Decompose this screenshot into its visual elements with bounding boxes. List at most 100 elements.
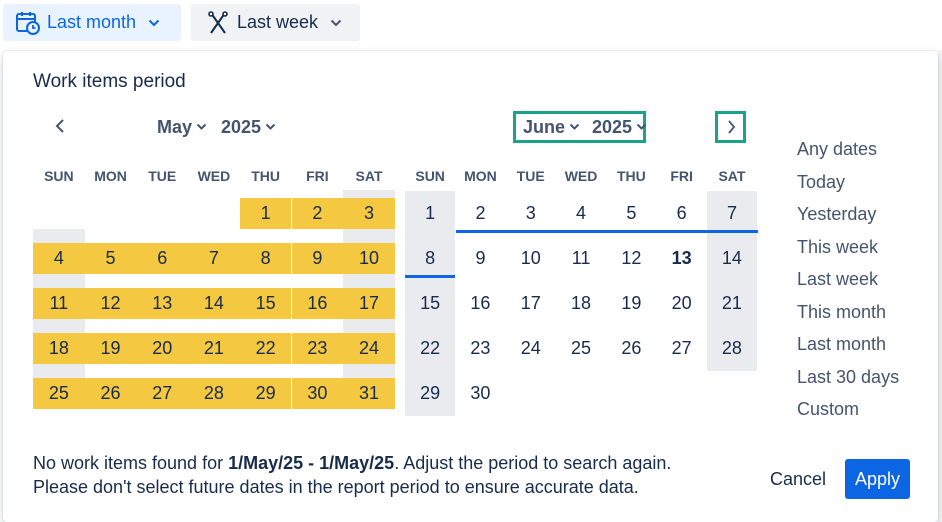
june-day-1[interactable]: 1 xyxy=(405,191,456,236)
may-day-26[interactable]: 26 xyxy=(84,378,137,409)
june-day-13[interactable]: 13 xyxy=(671,248,692,268)
may-month-dropdown[interactable]: May xyxy=(157,117,207,138)
june-day-8[interactable]: 8 xyxy=(405,236,456,281)
quick-range-this-month[interactable]: This month xyxy=(797,301,887,322)
june-day-3[interactable]: 3 xyxy=(525,203,536,223)
quick-range-last-week[interactable]: Last week xyxy=(797,269,879,289)
june-day-11[interactable]: 11 xyxy=(571,248,591,268)
quick-range-today[interactable]: Today xyxy=(797,171,846,192)
may-day-31[interactable]: 31 xyxy=(343,378,395,409)
may-day-27[interactable]: 27 xyxy=(136,378,189,409)
may-day-17[interactable]: 17 xyxy=(343,288,395,319)
may-day-18[interactable]: 18 xyxy=(33,333,85,364)
chevron-left-icon xyxy=(55,119,64,133)
may-day-12[interactable]: 12 xyxy=(84,288,137,319)
june-month-dropdown[interactable]: June xyxy=(523,117,580,138)
june-day-28[interactable]: 28 xyxy=(706,326,758,371)
may-day-5[interactable]: 5 xyxy=(84,243,137,274)
june-day-23[interactable]: 23 xyxy=(470,338,491,358)
may-day-9[interactable]: 9 xyxy=(291,243,344,274)
may-day-24[interactable]: 24 xyxy=(343,333,395,364)
june-day-10[interactable]: 10 xyxy=(520,248,541,268)
june-day-2[interactable]: 2 xyxy=(475,203,486,223)
may-day-3[interactable]: 3 xyxy=(343,198,395,229)
may-day-10[interactable]: 10 xyxy=(343,243,395,274)
may-day-19[interactable]: 19 xyxy=(84,333,137,364)
june-year-dropdown[interactable]: 2025 xyxy=(592,117,647,138)
june-day-4[interactable]: 4 xyxy=(576,203,587,223)
quick-range-yesterday[interactable]: Yesterday xyxy=(797,204,877,224)
last-week-filter-button[interactable]: Last week xyxy=(191,4,360,41)
may-day-30[interactable]: 30 xyxy=(291,378,344,409)
next-month-button[interactable] xyxy=(715,111,746,143)
june-day-6[interactable]: 6 xyxy=(676,203,687,223)
june-day-20[interactable]: 20 xyxy=(671,293,692,313)
weekday-header-fri: FRI xyxy=(306,168,329,184)
weekday-header-sat: SAT xyxy=(355,168,383,184)
may-day-28[interactable]: 28 xyxy=(188,378,240,409)
june-day-18[interactable]: 18 xyxy=(571,293,592,313)
calendar-clock-icon xyxy=(15,10,41,36)
may-day-29[interactable]: 29 xyxy=(239,378,292,409)
weekday-header-tue: TUE xyxy=(148,168,177,184)
may-day-11[interactable]: 11 xyxy=(33,288,85,319)
apply-button[interactable]: Apply xyxy=(845,459,910,499)
may-day-21[interactable]: 21 xyxy=(188,333,240,364)
june-day-30[interactable]: 30 xyxy=(470,383,491,403)
may-year-dropdown[interactable]: 2025 xyxy=(221,117,276,138)
may-day-4[interactable]: 4 xyxy=(33,243,85,274)
may-day-22[interactable]: 22 xyxy=(239,333,292,364)
quick-range-this-week[interactable]: This week xyxy=(797,236,879,257)
weekday-header-sun: SUN xyxy=(44,168,74,184)
weekend-column-fill xyxy=(33,229,85,243)
june-day-15[interactable]: 15 xyxy=(405,281,456,326)
left-month-year: 2025 xyxy=(221,116,262,137)
june-day-12[interactable]: 12 xyxy=(621,248,642,268)
may-day-1[interactable]: 1 xyxy=(239,198,292,229)
june-day-26[interactable]: 26 xyxy=(621,338,642,358)
weekend-column-fill xyxy=(33,319,85,333)
may-day-6[interactable]: 6 xyxy=(136,243,189,274)
message-prefix: No work items found for xyxy=(33,453,229,473)
june-day-19[interactable]: 19 xyxy=(621,293,642,313)
june-day-21[interactable]: 21 xyxy=(706,281,758,326)
cancel-button[interactable]: Cancel xyxy=(760,460,836,498)
quick-range-custom[interactable]: Custom xyxy=(797,399,860,419)
june-day-29[interactable]: 29 xyxy=(405,371,456,416)
weekend-column-fill xyxy=(343,274,395,288)
june-day-25[interactable]: 25 xyxy=(571,338,592,358)
weekday-header-mon: MON xyxy=(464,168,497,184)
last-week-filter-label: Last week xyxy=(237,12,319,32)
june-day-14[interactable]: 14 xyxy=(706,236,758,281)
june-day-7[interactable]: 7 xyxy=(706,191,758,236)
june-day-24[interactable]: 24 xyxy=(520,338,541,358)
may-day-15[interactable]: 15 xyxy=(239,288,292,319)
quick-range-last-month[interactable]: Last month xyxy=(797,334,887,354)
chevron-down-icon xyxy=(636,123,647,130)
june-day-17[interactable]: 17 xyxy=(520,293,541,313)
may-day-20[interactable]: 20 xyxy=(136,333,189,364)
weekend-column-fill xyxy=(343,229,395,243)
june-day-5[interactable]: 5 xyxy=(626,203,637,223)
chevron-down-icon xyxy=(569,123,580,130)
may-day-7[interactable]: 7 xyxy=(188,243,240,274)
chevron-down-icon xyxy=(196,123,207,130)
june-day-27[interactable]: 27 xyxy=(671,338,692,358)
quick-range-last-30-days[interactable]: Last 30 days xyxy=(797,366,900,387)
may-day-16[interactable]: 16 xyxy=(291,288,344,319)
chevron-down-icon xyxy=(148,19,160,27)
may-day-14[interactable]: 14 xyxy=(188,288,240,319)
weekday-header-fri: FRI xyxy=(670,168,693,184)
may-day-2[interactable]: 2 xyxy=(291,198,344,229)
last-month-filter-button[interactable]: Last month xyxy=(3,4,181,41)
quick-range-any-dates[interactable]: Any dates xyxy=(797,139,878,159)
june-day-9[interactable]: 9 xyxy=(475,248,486,268)
may-day-23[interactable]: 23 xyxy=(291,333,344,364)
may-day-8[interactable]: 8 xyxy=(239,243,292,274)
weekday-header-wed: WED xyxy=(564,168,598,184)
may-day-25[interactable]: 25 xyxy=(33,378,85,409)
previous-month-button[interactable] xyxy=(46,112,74,140)
june-day-16[interactable]: 16 xyxy=(470,293,491,313)
june-day-22[interactable]: 22 xyxy=(405,326,456,371)
may-day-13[interactable]: 13 xyxy=(136,288,189,319)
